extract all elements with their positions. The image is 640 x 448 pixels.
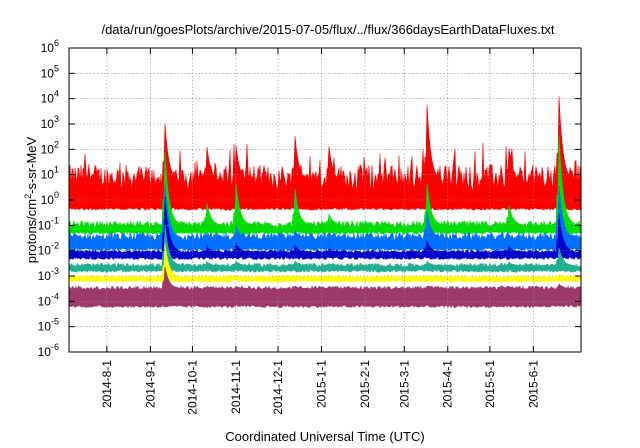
x-axis-ticks: 2014-8-1 2014-9-1 2014-10-1 2014-11-1 2014-1… <box>100 48 540 415</box>
y-axis-label: protons/cm2-s-sr-MeV <box>23 136 39 263</box>
x-tick-label: 2014-10-1 <box>185 360 199 415</box>
series-band-1 <box>68 96 582 211</box>
x-tick-label: 2015-5-1 <box>483 360 497 408</box>
y-tick-label: 10-4 <box>38 291 59 308</box>
y-axis-ticks: 10-6 10-5 10-4 10-3 10-2 10-1 100 101 102 103 104 1… <box>38 38 581 359</box>
y-tick-label: 106 <box>41 38 59 55</box>
x-tick-label: 2014-9-1 <box>143 360 157 408</box>
y-tick-label: 10-3 <box>38 266 59 283</box>
x-tick-label: 2015-4-1 <box>441 360 455 408</box>
chart-title: /data/run/goesPlots/archive/2015-07-05/f… <box>101 22 554 37</box>
y-tick-label: 100 <box>41 190 59 207</box>
y-tick-label: 104 <box>41 89 59 106</box>
x-axis-label: Coordinated Universal Time (UTC) <box>225 429 424 444</box>
y-tick-label: 103 <box>41 114 59 131</box>
y-tick-label: 10-6 <box>38 342 59 359</box>
y-tick-label: 102 <box>41 139 59 156</box>
grid <box>69 48 581 352</box>
x-tick-label: 2015-1-1 <box>314 360 328 408</box>
y-tick-label: 101 <box>41 165 59 182</box>
x-tick-label: 2014-11-1 <box>229 360 243 414</box>
y-tick-label: 10-2 <box>38 241 59 258</box>
x-tick-label: 2014-8-1 <box>100 360 114 408</box>
x-tick-label: 2014-12-1 <box>271 360 285 415</box>
x-tick-label: 2015-2-1 <box>358 360 372 408</box>
y-axis-label-exponent: 2 <box>23 194 33 199</box>
y-axis-label-unit: protons/cm <box>24 199 39 263</box>
y-tick-label: 10-5 <box>38 317 59 334</box>
y-tick-label: 10-1 <box>38 215 59 232</box>
x-tick-label: 2015-6-1 <box>526 360 540 408</box>
y-tick-label: 105 <box>41 63 59 80</box>
x-tick-label: 2015-3-1 <box>397 360 411 408</box>
y-axis-label-rest: -s-sr-MeV <box>24 136 39 193</box>
